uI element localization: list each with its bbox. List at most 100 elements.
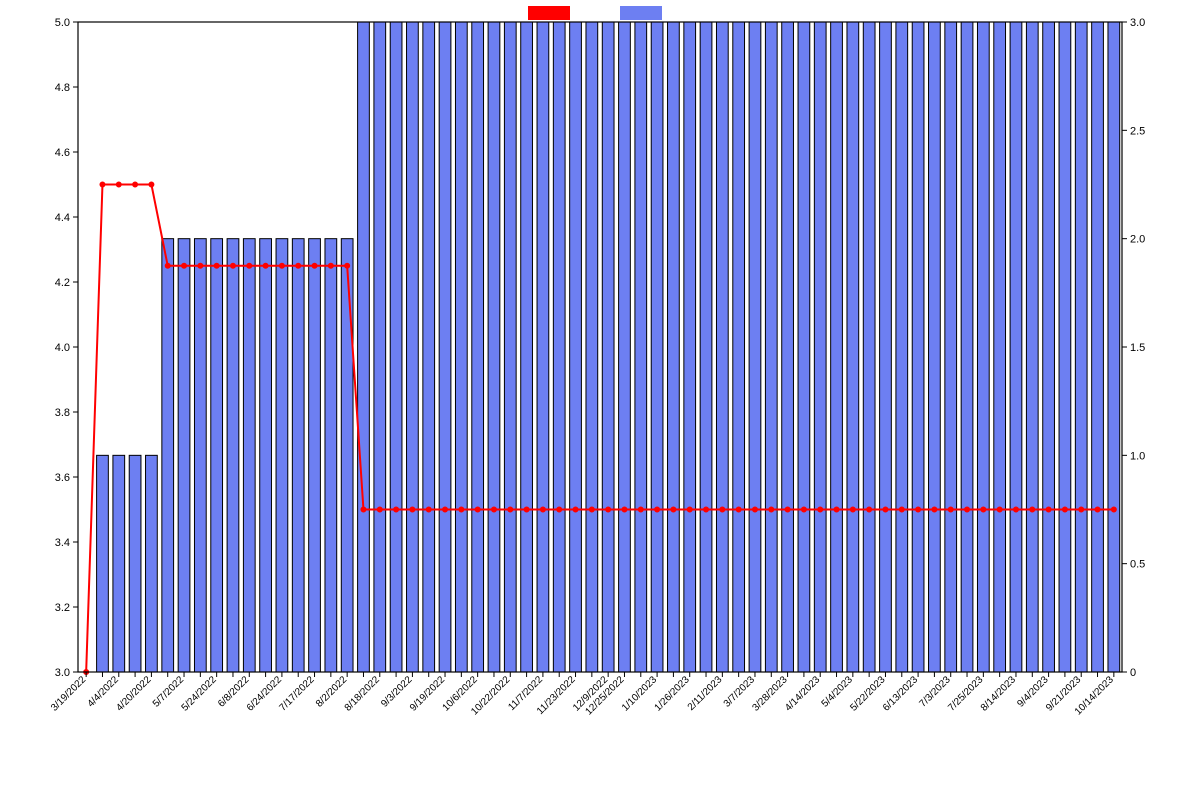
line-marker	[279, 263, 284, 268]
line-marker	[540, 507, 545, 512]
legend-swatch	[620, 6, 662, 20]
line-marker	[557, 507, 562, 512]
bar	[553, 22, 565, 672]
bar	[814, 22, 826, 672]
bar	[863, 22, 875, 672]
line-marker	[1013, 507, 1018, 512]
bar	[1075, 22, 1087, 672]
line-marker	[785, 507, 790, 512]
bar	[260, 239, 272, 672]
line-marker	[867, 507, 872, 512]
y-left-tick-label: 3.0	[55, 667, 70, 679]
line-marker	[703, 507, 708, 512]
bar	[896, 22, 908, 672]
bar	[97, 455, 109, 672]
line-marker	[964, 507, 969, 512]
y-right-tick-label: 0	[1130, 667, 1136, 679]
bar	[488, 22, 500, 672]
bar	[651, 22, 663, 672]
y-left-tick-label: 5.0	[55, 17, 70, 29]
bar	[749, 22, 761, 672]
line-marker	[393, 507, 398, 512]
y-left-tick-label: 4.8	[55, 82, 70, 94]
line-marker	[296, 263, 301, 268]
line-marker	[997, 507, 1002, 512]
bar	[782, 22, 794, 672]
bar	[129, 455, 141, 672]
line-marker	[915, 507, 920, 512]
bar	[178, 239, 190, 672]
y-right-tick-label: 1.0	[1130, 450, 1145, 462]
line-marker	[736, 507, 741, 512]
bar	[945, 22, 957, 672]
bar	[733, 22, 745, 672]
bar	[1108, 22, 1120, 672]
line-marker	[361, 507, 366, 512]
y-left-tick-label: 4.0	[55, 342, 70, 354]
line-marker	[818, 507, 823, 512]
y-left-tick-label: 3.6	[55, 472, 70, 484]
y-left-tick-label: 3.8	[55, 407, 70, 419]
line-marker	[1079, 507, 1084, 512]
bar	[276, 239, 288, 672]
line-marker	[247, 263, 252, 268]
bar	[831, 22, 843, 672]
bar	[994, 22, 1006, 672]
bar	[880, 22, 892, 672]
bar	[929, 22, 941, 672]
line-marker	[932, 507, 937, 512]
line-marker	[1030, 507, 1035, 512]
bar	[619, 22, 631, 672]
bar	[716, 22, 728, 672]
line-marker	[410, 507, 415, 512]
bar	[570, 22, 582, 672]
bar	[243, 239, 255, 672]
line-marker	[181, 263, 186, 268]
bar	[146, 455, 158, 672]
bar	[1043, 22, 1055, 672]
bar	[700, 22, 712, 672]
bar	[847, 22, 859, 672]
bar	[325, 239, 337, 672]
line-marker	[524, 507, 529, 512]
bar	[977, 22, 989, 672]
bar	[1092, 22, 1104, 672]
chart-container: 3.03.23.43.63.84.04.24.44.64.85.000.51.0…	[0, 0, 1200, 800]
y-left-tick-label: 4.4	[55, 212, 70, 224]
line-marker	[769, 507, 774, 512]
bar	[668, 22, 680, 672]
bar	[374, 22, 386, 672]
line-marker	[442, 507, 447, 512]
bar	[602, 22, 614, 672]
bar	[635, 22, 647, 672]
line-marker	[948, 507, 953, 512]
bar	[684, 22, 696, 672]
line-marker	[491, 507, 496, 512]
line-marker	[149, 182, 154, 187]
y-left-tick-label: 4.6	[55, 147, 70, 159]
line-marker	[801, 507, 806, 512]
line-marker	[981, 507, 986, 512]
bar	[358, 22, 370, 672]
y-left-tick-label: 3.2	[55, 602, 70, 614]
bar	[309, 239, 321, 672]
line-marker	[654, 507, 659, 512]
bar	[1010, 22, 1022, 672]
bar	[162, 239, 174, 672]
bar	[194, 239, 206, 672]
bar	[292, 239, 304, 672]
line-marker	[132, 182, 137, 187]
line-marker	[263, 263, 268, 268]
y-right-tick-label: 0.5	[1130, 559, 1145, 571]
line-marker	[834, 507, 839, 512]
line-marker	[475, 507, 480, 512]
bar	[521, 22, 533, 672]
y-right-tick-label: 2.5	[1130, 125, 1145, 137]
bar	[765, 22, 777, 672]
bar	[798, 22, 810, 672]
bar	[961, 22, 973, 672]
y-right-tick-label: 3.0	[1130, 17, 1145, 29]
line-marker	[589, 507, 594, 512]
bar	[439, 22, 451, 672]
bar	[586, 22, 598, 672]
